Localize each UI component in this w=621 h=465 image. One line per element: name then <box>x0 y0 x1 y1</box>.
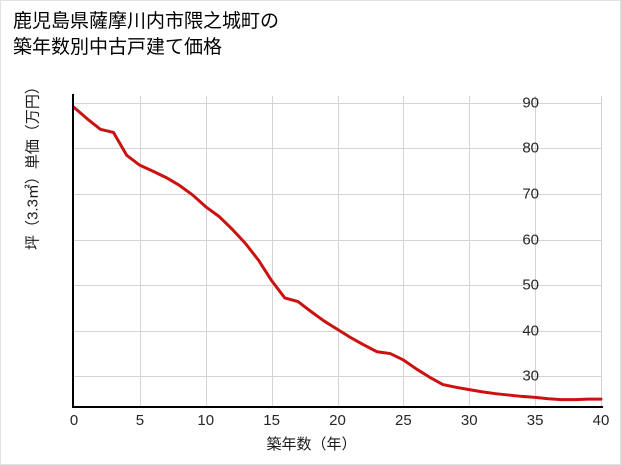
y-axis-spine <box>72 94 74 408</box>
gridline-vertical <box>601 96 602 406</box>
y-tick-label: 70 <box>522 185 539 203</box>
x-tick-label: 5 <box>135 412 145 429</box>
y-tick-label: 90 <box>522 94 539 112</box>
x-tick-label: 35 <box>526 412 544 429</box>
chart-title: 鹿児島県薩摩川内市隈之城町の 築年数別中古戸建て価格 <box>13 11 280 59</box>
gridline-vertical <box>535 96 537 406</box>
gridline-vertical <box>337 96 339 406</box>
x-axis-label: 築年数（年） <box>266 436 357 453</box>
x-tick-label: 25 <box>395 412 412 429</box>
y-axis-label: 坪（3.3㎡）単価（万円） <box>24 79 42 250</box>
y-tick-label: 40 <box>522 322 539 340</box>
gridline-vertical <box>271 96 273 406</box>
gridline-vertical <box>403 96 405 406</box>
plot-area <box>72 94 603 408</box>
x-tick-label: 10 <box>197 412 215 429</box>
y-tick-label: 30 <box>522 367 539 385</box>
x-tick-label: 15 <box>263 412 280 429</box>
x-tick-label: 20 <box>329 412 346 429</box>
gridline-vertical <box>139 96 141 406</box>
x-tick-label: 40 <box>592 412 610 429</box>
gridline-vertical <box>205 96 207 406</box>
y-tick-label: 80 <box>522 139 539 157</box>
gridline-vertical <box>469 96 471 406</box>
y-tick-label: 60 <box>522 231 539 249</box>
y-tick-label: 50 <box>522 276 539 294</box>
x-tick-label: 0 <box>69 412 79 429</box>
price-line-series <box>72 105 603 402</box>
x-tick-label: 30 <box>460 412 478 429</box>
x-axis-spine <box>72 406 603 408</box>
